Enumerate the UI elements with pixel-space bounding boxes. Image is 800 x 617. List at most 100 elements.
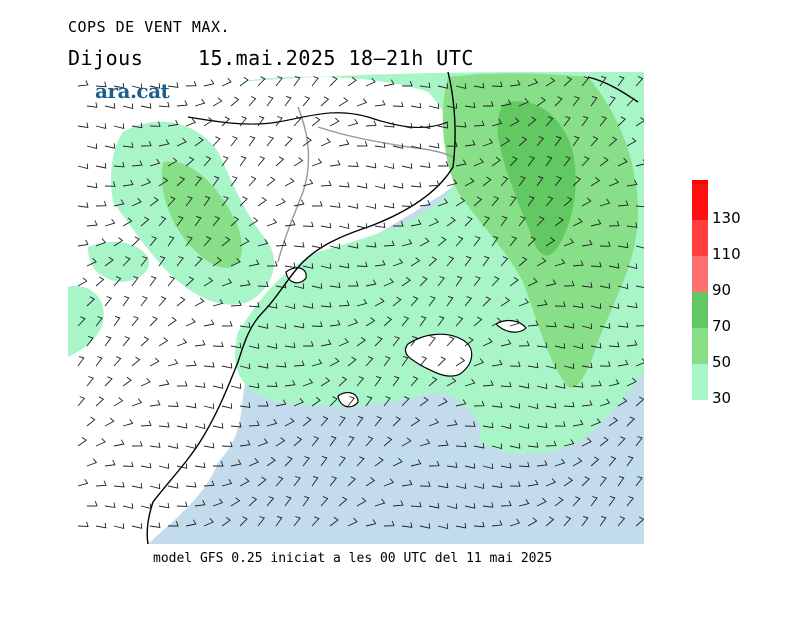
wind-barb bbox=[392, 258, 404, 267]
wind-barb bbox=[140, 296, 148, 307]
wind-barb bbox=[311, 201, 323, 207]
wind-barb bbox=[581, 115, 589, 127]
wind-barb bbox=[185, 360, 197, 367]
wind-barb bbox=[536, 175, 544, 187]
wind-barb bbox=[374, 100, 386, 107]
wind-barb bbox=[149, 83, 161, 89]
wind-barb bbox=[320, 339, 332, 347]
wind-barb bbox=[338, 456, 346, 467]
wind-barb bbox=[590, 303, 602, 309]
wind-barb bbox=[77, 396, 86, 407]
wind-barb bbox=[617, 283, 629, 290]
wind-barb bbox=[617, 200, 629, 207]
wind-barb bbox=[104, 502, 116, 508]
wind-barb bbox=[140, 420, 152, 427]
wind-barb bbox=[266, 456, 276, 467]
wind-barb bbox=[185, 443, 197, 449]
wind-barb bbox=[347, 203, 359, 209]
wind-barb bbox=[437, 236, 447, 247]
wind-barb bbox=[356, 376, 365, 387]
wind-barb bbox=[608, 178, 620, 187]
wind-barb bbox=[95, 163, 107, 169]
wind-barb bbox=[365, 242, 377, 248]
wind-barb bbox=[563, 516, 572, 527]
wind-barb bbox=[428, 103, 440, 109]
wind-barb bbox=[401, 163, 413, 169]
wind-barb bbox=[293, 516, 301, 527]
wind-barb bbox=[131, 122, 143, 129]
wind-barb bbox=[509, 403, 521, 409]
wind-barb bbox=[419, 396, 429, 407]
wind-barb bbox=[410, 102, 422, 109]
wind-barb bbox=[86, 376, 94, 387]
wind-barb bbox=[536, 460, 548, 467]
wind-barb bbox=[410, 376, 419, 387]
wind-barb bbox=[167, 358, 179, 367]
wind-barb bbox=[383, 478, 395, 487]
wind-barb bbox=[95, 276, 105, 287]
wind-barb bbox=[527, 78, 539, 87]
wind-barb bbox=[113, 199, 125, 207]
wind-barb bbox=[437, 482, 449, 489]
chart-subtitle: Dijous 15.mai.2025 18–21h UTC bbox=[68, 46, 473, 70]
wind-barb bbox=[203, 117, 214, 127]
wind-barb bbox=[383, 79, 395, 87]
wind-barb bbox=[491, 482, 503, 489]
wind-barb bbox=[95, 396, 105, 407]
wind-barb bbox=[491, 118, 503, 127]
wind-barb bbox=[428, 418, 440, 427]
wind-barb bbox=[266, 176, 276, 187]
wind-barb bbox=[455, 357, 466, 367]
wind-barb bbox=[176, 296, 186, 307]
wind-barb bbox=[365, 317, 376, 327]
wind-barb bbox=[392, 336, 400, 347]
wind-barb bbox=[203, 517, 214, 527]
wind-barb bbox=[635, 516, 644, 527]
wind-barb bbox=[338, 376, 348, 387]
wind-barb bbox=[626, 137, 637, 147]
day-label: Dijous bbox=[68, 46, 144, 70]
wind-barb bbox=[374, 336, 383, 347]
wind-barb bbox=[257, 281, 269, 287]
wind-barb bbox=[581, 197, 592, 207]
wind-barb bbox=[509, 518, 521, 527]
colorbar-tick-label: 70 bbox=[712, 317, 732, 335]
wind-barb bbox=[311, 116, 321, 127]
wind-barb bbox=[338, 496, 348, 507]
wind-barb bbox=[167, 276, 176, 287]
wind-barb bbox=[149, 522, 161, 529]
wind-barb bbox=[311, 358, 323, 367]
wind-barb bbox=[410, 257, 421, 267]
wind-barb bbox=[383, 316, 393, 327]
wind-barb bbox=[590, 342, 602, 349]
wind-barb bbox=[168, 521, 179, 527]
wind-barb bbox=[86, 257, 97, 267]
wind-barb bbox=[482, 337, 493, 347]
wind-barb bbox=[509, 361, 521, 367]
wind-barb bbox=[95, 200, 107, 207]
wind-barb bbox=[410, 417, 421, 427]
wind-barb bbox=[599, 515, 607, 527]
wind-barb bbox=[473, 276, 481, 287]
wind-barb bbox=[635, 245, 644, 249]
wind-barb bbox=[302, 456, 310, 467]
wind-barb bbox=[104, 256, 114, 267]
wind-barb bbox=[329, 435, 337, 447]
wind-barb bbox=[455, 83, 467, 89]
wind-barb bbox=[347, 318, 359, 327]
wind-barb bbox=[185, 196, 193, 207]
wind-barb bbox=[248, 343, 260, 349]
wind-barb bbox=[185, 276, 195, 287]
wind-barb bbox=[158, 296, 167, 307]
wind-barb bbox=[554, 216, 564, 227]
wind-barb bbox=[572, 419, 584, 427]
wind-barb bbox=[122, 179, 134, 187]
wind-barb bbox=[311, 158, 323, 167]
wind-barb bbox=[176, 256, 184, 267]
wind-barb bbox=[212, 341, 224, 347]
wind-barb bbox=[275, 282, 287, 289]
wind-barb bbox=[545, 237, 556, 247]
wind-barb bbox=[509, 156, 518, 167]
wind-barb bbox=[176, 100, 188, 107]
delta-ebre bbox=[285, 267, 307, 284]
